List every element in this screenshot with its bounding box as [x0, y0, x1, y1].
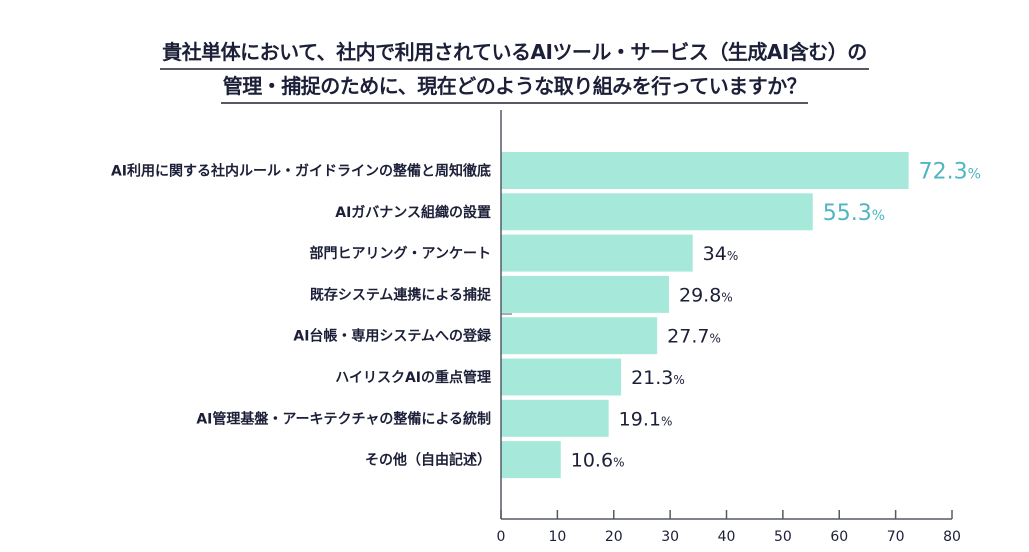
x-tick-label: 50	[774, 529, 792, 545]
bar	[501, 152, 909, 189]
bar	[501, 399, 609, 437]
category-label: 部門ヒアリング・アンケート	[310, 245, 491, 262]
x-tick-label: 10	[548, 529, 566, 545]
value-label: 34%	[703, 243, 739, 265]
x-tick-label: 20	[605, 529, 623, 545]
bar	[501, 441, 561, 479]
category-label: AI台帳・専用システムへの登録	[293, 328, 492, 345]
category-label: AI利用に関する社内ルール・ガイドラインの整備と周知徹底	[111, 163, 491, 180]
bar	[501, 317, 658, 355]
bar	[501, 275, 669, 313]
value-label: 29.8%	[679, 284, 733, 306]
value-label: 19.1%	[619, 408, 673, 430]
title-text-2: 管理・捕捉のために、現在どのような取り組みを行っていますか？	[220, 70, 809, 104]
value-label: 27.7%	[667, 326, 721, 348]
x-tick-label: 80	[943, 529, 961, 545]
x-tick-label: 30	[661, 529, 679, 545]
bar	[501, 193, 813, 231]
bar	[501, 358, 622, 396]
category-label: ハイリスクAIの重点管理	[335, 369, 491, 386]
x-tick-label: 0	[497, 529, 506, 545]
chart-title-line-1: 貴社単体において、社内で利用されているAIツール・サービス（生成AI含む）の	[0, 36, 1029, 70]
value-label: 72.3%	[919, 160, 981, 185]
category-label: 既存システム連携による捕捉	[310, 286, 492, 303]
category-label: AI管理基盤・アーキテクチャの整備による統制	[196, 410, 491, 427]
x-tick-label: 60	[830, 529, 848, 545]
chart-title-line-2: 管理・捕捉のために、現在どのような取り組みを行っていますか？	[0, 70, 1029, 104]
x-tick-label: 40	[718, 529, 736, 545]
category-label: AIガバナンス組織の設置	[335, 204, 491, 221]
category-label: その他（自由記述）	[365, 452, 491, 469]
value-label: 10.6%	[571, 450, 625, 472]
x-tick-label: 70	[887, 529, 905, 545]
title-text-1: 貴社単体において、社内で利用されているAIツール・サービス（生成AI含む）の	[160, 36, 869, 70]
value-label: 55.3%	[823, 201, 885, 226]
bar	[501, 234, 693, 272]
value-label: 21.3%	[631, 367, 685, 389]
